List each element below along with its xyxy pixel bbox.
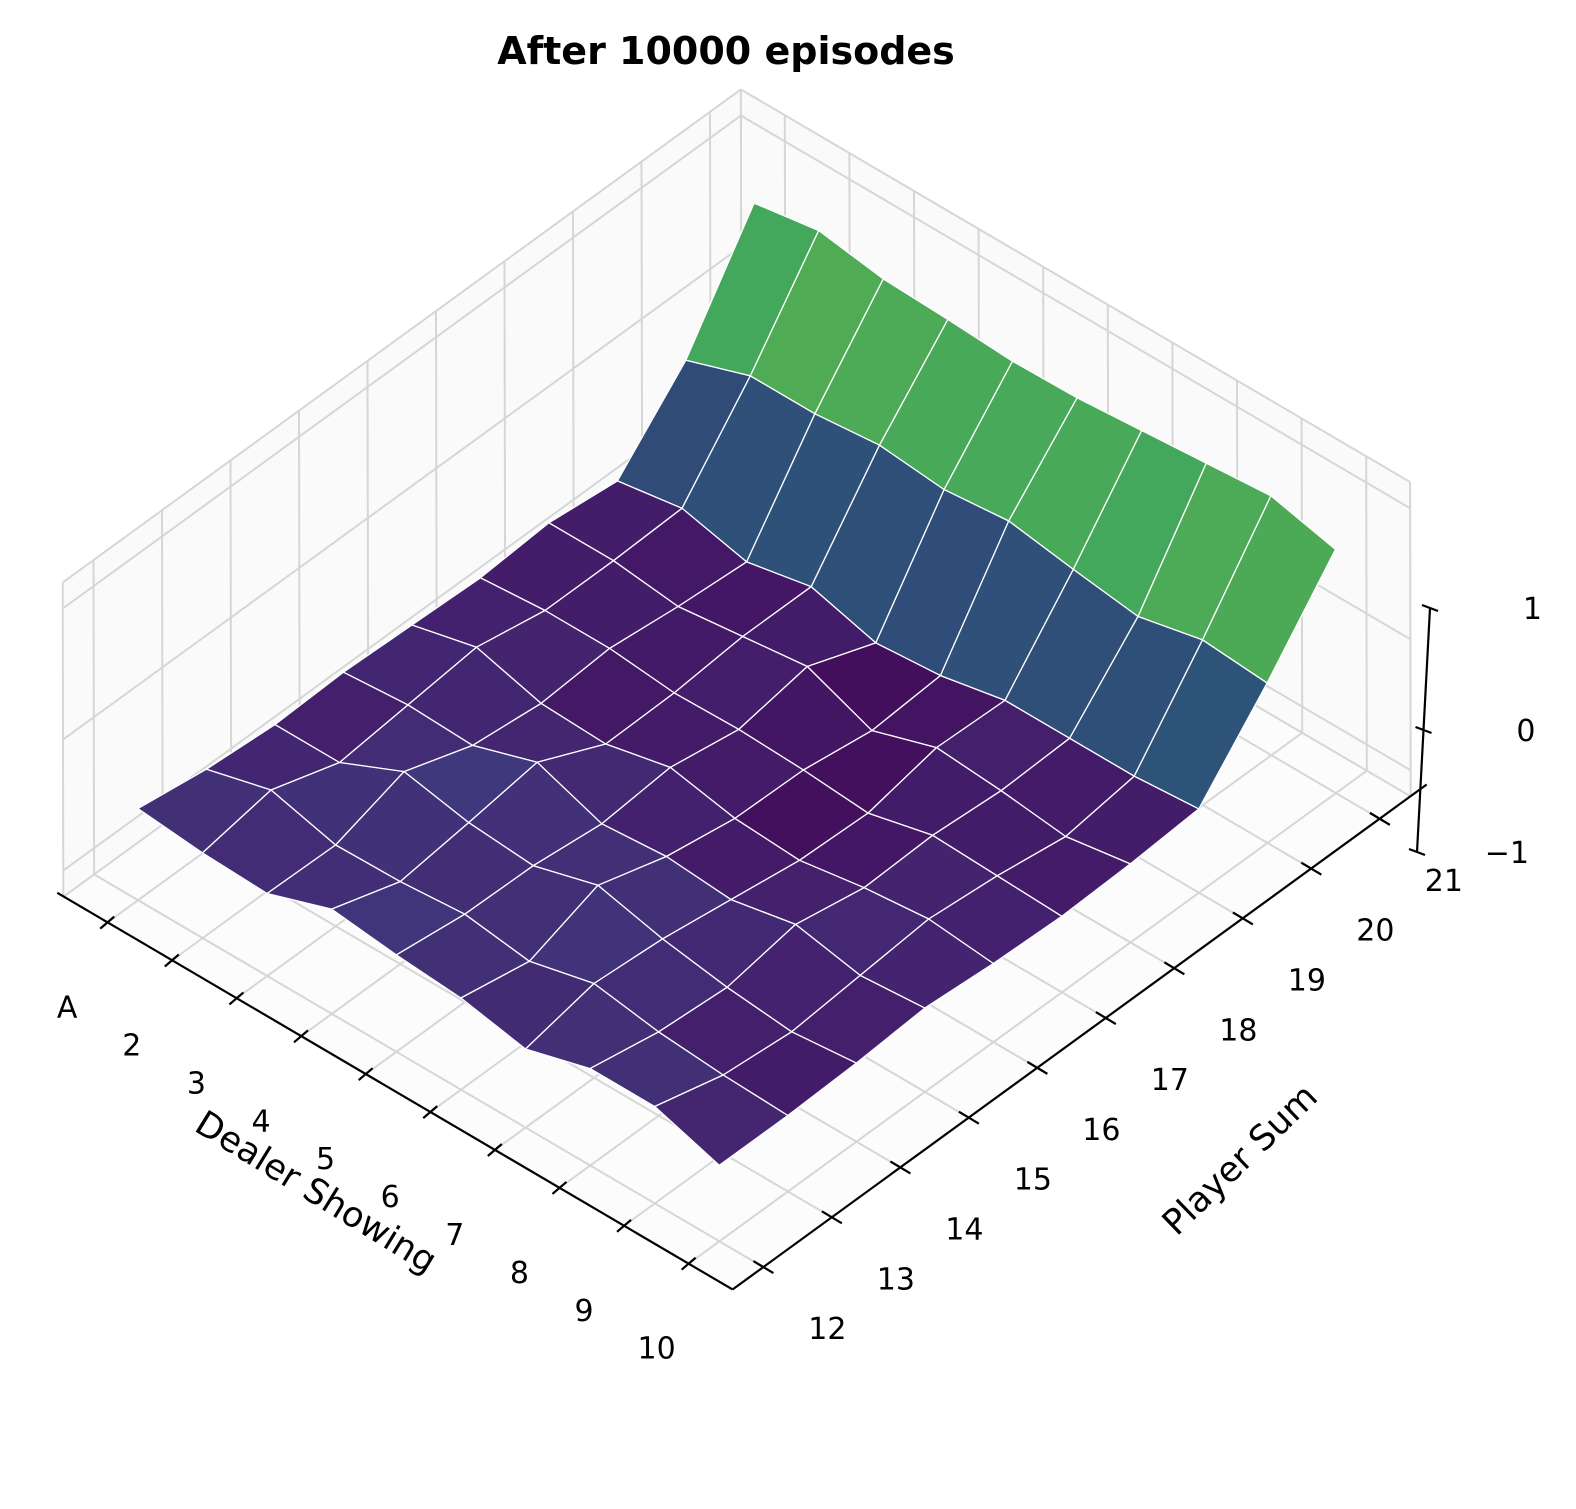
x-axis-label: Dealer Showing — [188, 1103, 443, 1281]
x-tick — [293, 1029, 309, 1044]
x-tick-label: 8 — [510, 1256, 529, 1291]
x-tick — [680, 1256, 697, 1271]
y-tick-label: 20 — [1356, 914, 1394, 949]
x-tick-label: 6 — [381, 1180, 400, 1215]
z-tick — [1408, 847, 1426, 857]
y-tick — [1095, 1011, 1117, 1026]
y-tick — [821, 1210, 843, 1225]
x-tick — [164, 953, 180, 968]
x-tick — [487, 1143, 503, 1157]
x-tick — [616, 1218, 632, 1233]
surface-mesh — [137, 202, 1337, 1166]
y-tick-label: 14 — [945, 1213, 983, 1248]
x-tick-label: 3 — [187, 1066, 206, 1101]
x-tick-label: 5 — [316, 1142, 335, 1177]
y-tick — [889, 1160, 911, 1175]
y-tick — [752, 1260, 774, 1275]
z-tick-label: −1 — [1485, 836, 1529, 871]
y-tick-label: 16 — [1082, 1113, 1120, 1148]
y-tick — [1300, 861, 1322, 876]
gridline-player — [92, 559, 764, 1268]
y-tick — [1369, 811, 1391, 826]
x-tick-label: 4 — [251, 1104, 270, 1139]
x-tick — [228, 991, 245, 1006]
y-tick-label: 12 — [808, 1312, 846, 1347]
tick-labels: A 2 3 4 5 6 7 8 9 10 12 13 14 15 16 17 18 19 20 21 −1 0 1 — [57, 592, 1542, 1367]
x-axis-line — [56, 891, 734, 1291]
y-tick — [1026, 1060, 1048, 1075]
z-tick — [1415, 725, 1432, 735]
x-tick-label: A — [57, 991, 78, 1026]
pane-edge — [61, 582, 65, 897]
x-tick-label: 7 — [445, 1218, 464, 1253]
y-tick-label: 15 — [1014, 1163, 1052, 1198]
y-tick — [1232, 911, 1254, 926]
x-tick-label: 9 — [574, 1294, 593, 1329]
pane-edge — [740, 88, 1411, 483]
y-tick-label: 13 — [877, 1262, 915, 1297]
y-tick-label: 19 — [1288, 964, 1326, 999]
pane-edge — [62, 88, 742, 584]
x-tick — [422, 1105, 438, 1119]
y-tick-label: 21 — [1425, 864, 1463, 899]
y-tick — [958, 1110, 980, 1125]
y-tick-label: 17 — [1151, 1063, 1189, 1098]
chart-title: After 10000 episodes — [497, 29, 955, 73]
x-tick — [551, 1181, 568, 1195]
z-tick-label: 1 — [1523, 592, 1542, 627]
surface-cell — [654, 1074, 789, 1166]
y-axis-label: Player Sum — [1155, 1077, 1326, 1244]
x-tick — [99, 915, 115, 930]
z-tick — [1421, 603, 1439, 613]
y-tick-label: 18 — [1219, 1013, 1257, 1048]
gridline-dealer — [688, 456, 1368, 1265]
x-tick-label: 10 — [638, 1332, 676, 1367]
x-tick-label: 2 — [122, 1029, 141, 1064]
gridline-z — [62, 114, 1411, 610]
x-tick — [357, 1067, 374, 1082]
z-tick-label: 0 — [1516, 714, 1535, 749]
y-tick — [1163, 961, 1185, 976]
